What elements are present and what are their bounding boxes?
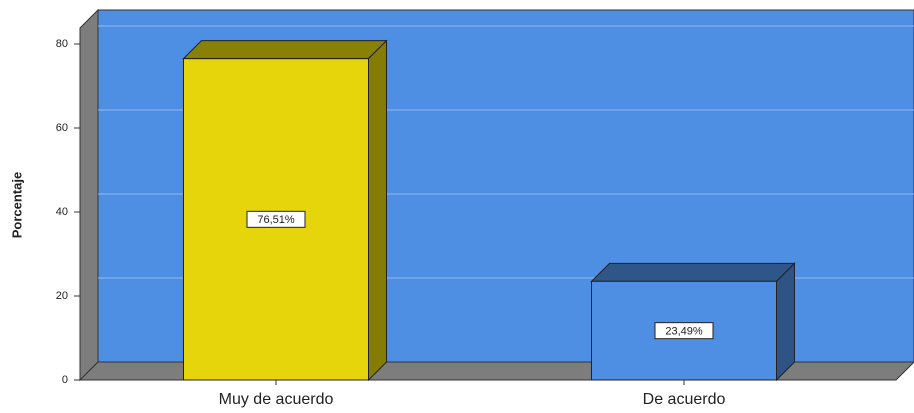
y-tick-label: 60 [56, 122, 68, 134]
value-label-box [654, 322, 714, 340]
y-axis-label: Porcentaje [9, 172, 24, 238]
bar-top [182, 40, 388, 60]
bar-side [776, 262, 795, 382]
y-tick-label: 0 [62, 374, 68, 386]
y-tick-label: 80 [56, 38, 68, 50]
y-tick-label: 20 [56, 290, 68, 302]
value-label: 76,51% [257, 214, 295, 226]
bar-side [368, 39, 387, 382]
x-tick-label: Muy de acuerdo [219, 391, 334, 408]
y-tick-label: 40 [56, 206, 68, 218]
bar-top [590, 262, 796, 282]
left-wall [79, 8, 99, 382]
value-label: 23,49% [665, 326, 703, 338]
value-label-box [246, 210, 306, 228]
x-tick-label: De acuerdo [643, 391, 726, 408]
